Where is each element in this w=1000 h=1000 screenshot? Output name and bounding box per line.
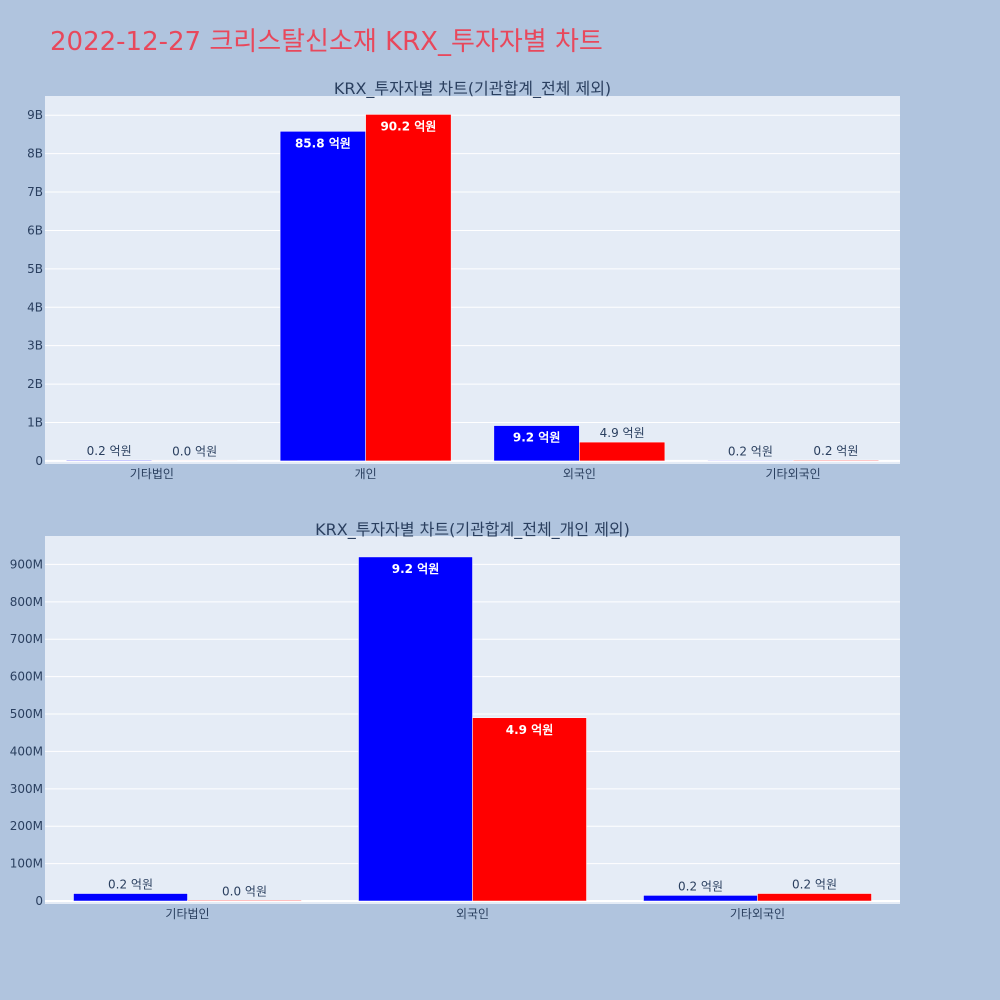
y-tick-label-0-2: 2B bbox=[27, 377, 43, 391]
x-tick-label-1-1: 외국인 bbox=[456, 907, 489, 921]
y-tick-label-1-0: 0 bbox=[35, 894, 43, 908]
bar-data-label-0-1-1: 90.2 억원 bbox=[380, 119, 436, 133]
page-title: 2022-12-27 크리스탈신소재 KRX_투자자별 차트 bbox=[50, 27, 603, 57]
bar-1-0-2 bbox=[643, 895, 758, 902]
x-tick-label-0-2: 외국인 bbox=[563, 467, 596, 481]
bar-0-1-0 bbox=[151, 460, 238, 462]
y-tick-label-1-9: 900M bbox=[10, 557, 43, 571]
bar-data-label-0-0-3: 0.2 억원 bbox=[728, 444, 773, 458]
x-tick-label-0-1: 개인 bbox=[355, 467, 377, 481]
bar-data-label-0-0-1: 85.8 억원 bbox=[295, 136, 351, 150]
y-tick-label-1-8: 800M bbox=[10, 595, 43, 609]
chart-title-0: KRX_투자자별 차트(기관합계_전체 제외) bbox=[334, 79, 611, 99]
y-tick-label-1-6: 600M bbox=[10, 670, 43, 684]
bar-1-0-1 bbox=[358, 556, 473, 902]
y-tick-label-0-8: 8B bbox=[27, 147, 43, 161]
bar-data-label-1-1-1: 4.9 억원 bbox=[506, 723, 554, 737]
y-tick-label-1-1: 100M bbox=[10, 857, 43, 871]
y-tick-label-1-2: 200M bbox=[10, 819, 43, 833]
bar-0-1-1 bbox=[365, 114, 452, 462]
x-tick-label-0-0: 기타법인 bbox=[130, 467, 174, 481]
y-tick-label-0-4: 4B bbox=[27, 300, 43, 314]
bar-data-label-1-1-0: 0.0 억원 bbox=[222, 884, 267, 898]
y-tick-label-1-5: 500M bbox=[10, 707, 43, 721]
bar-0-0-1 bbox=[279, 131, 366, 462]
bar-0-1-3 bbox=[792, 459, 879, 462]
y-tick-label-1-7: 700M bbox=[10, 632, 43, 646]
y-tick-label-1-3: 300M bbox=[10, 782, 43, 796]
bar-data-label-0-0-0: 0.2 억원 bbox=[87, 444, 132, 458]
bar-1-1-1 bbox=[472, 717, 587, 902]
chart-title-1: KRX_투자자별 차트(기관합계_전체_개인 제외) bbox=[315, 520, 630, 540]
plot-area-0 bbox=[45, 96, 900, 464]
y-tick-label-0-0: 0 bbox=[35, 454, 43, 468]
bar-data-label-1-0-2: 0.2 억원 bbox=[678, 879, 723, 893]
bar-0-0-0 bbox=[66, 459, 153, 462]
bar-0-0-3 bbox=[707, 460, 794, 462]
bar-0-1-2 bbox=[579, 441, 666, 462]
y-tick-label-1-4: 400M bbox=[10, 744, 43, 758]
y-tick-label-0-5: 5B bbox=[27, 262, 43, 276]
bar-data-label-0-1-2: 4.9 억원 bbox=[600, 426, 645, 440]
y-tick-label-0-3: 3B bbox=[27, 339, 43, 353]
bar-data-label-0-1-0: 0.0 억원 bbox=[172, 444, 217, 458]
x-tick-label-1-2: 기타외국인 bbox=[730, 907, 785, 921]
bar-data-label-0-1-3: 0.2 억원 bbox=[813, 444, 858, 458]
bar-1-1-2 bbox=[757, 893, 872, 902]
x-tick-label-1-0: 기타법인 bbox=[165, 907, 209, 921]
bar-1-0-0 bbox=[73, 893, 188, 902]
y-tick-label-0-7: 7B bbox=[27, 185, 43, 199]
y-tick-label-0-6: 6B bbox=[27, 223, 43, 237]
bar-data-label-1-0-0: 0.2 억원 bbox=[108, 878, 153, 892]
y-tick-label-0-9: 9B bbox=[27, 108, 43, 122]
bar-data-label-1-0-1: 9.2 억원 bbox=[392, 562, 440, 576]
bar-data-label-1-1-2: 0.2 억원 bbox=[792, 878, 837, 892]
y-tick-label-0-1: 1B bbox=[27, 416, 43, 430]
bar-data-label-0-0-2: 9.2 억원 bbox=[513, 431, 561, 445]
bar-1-1-0 bbox=[187, 900, 302, 902]
x-tick-label-0-3: 기타외국인 bbox=[766, 467, 821, 481]
